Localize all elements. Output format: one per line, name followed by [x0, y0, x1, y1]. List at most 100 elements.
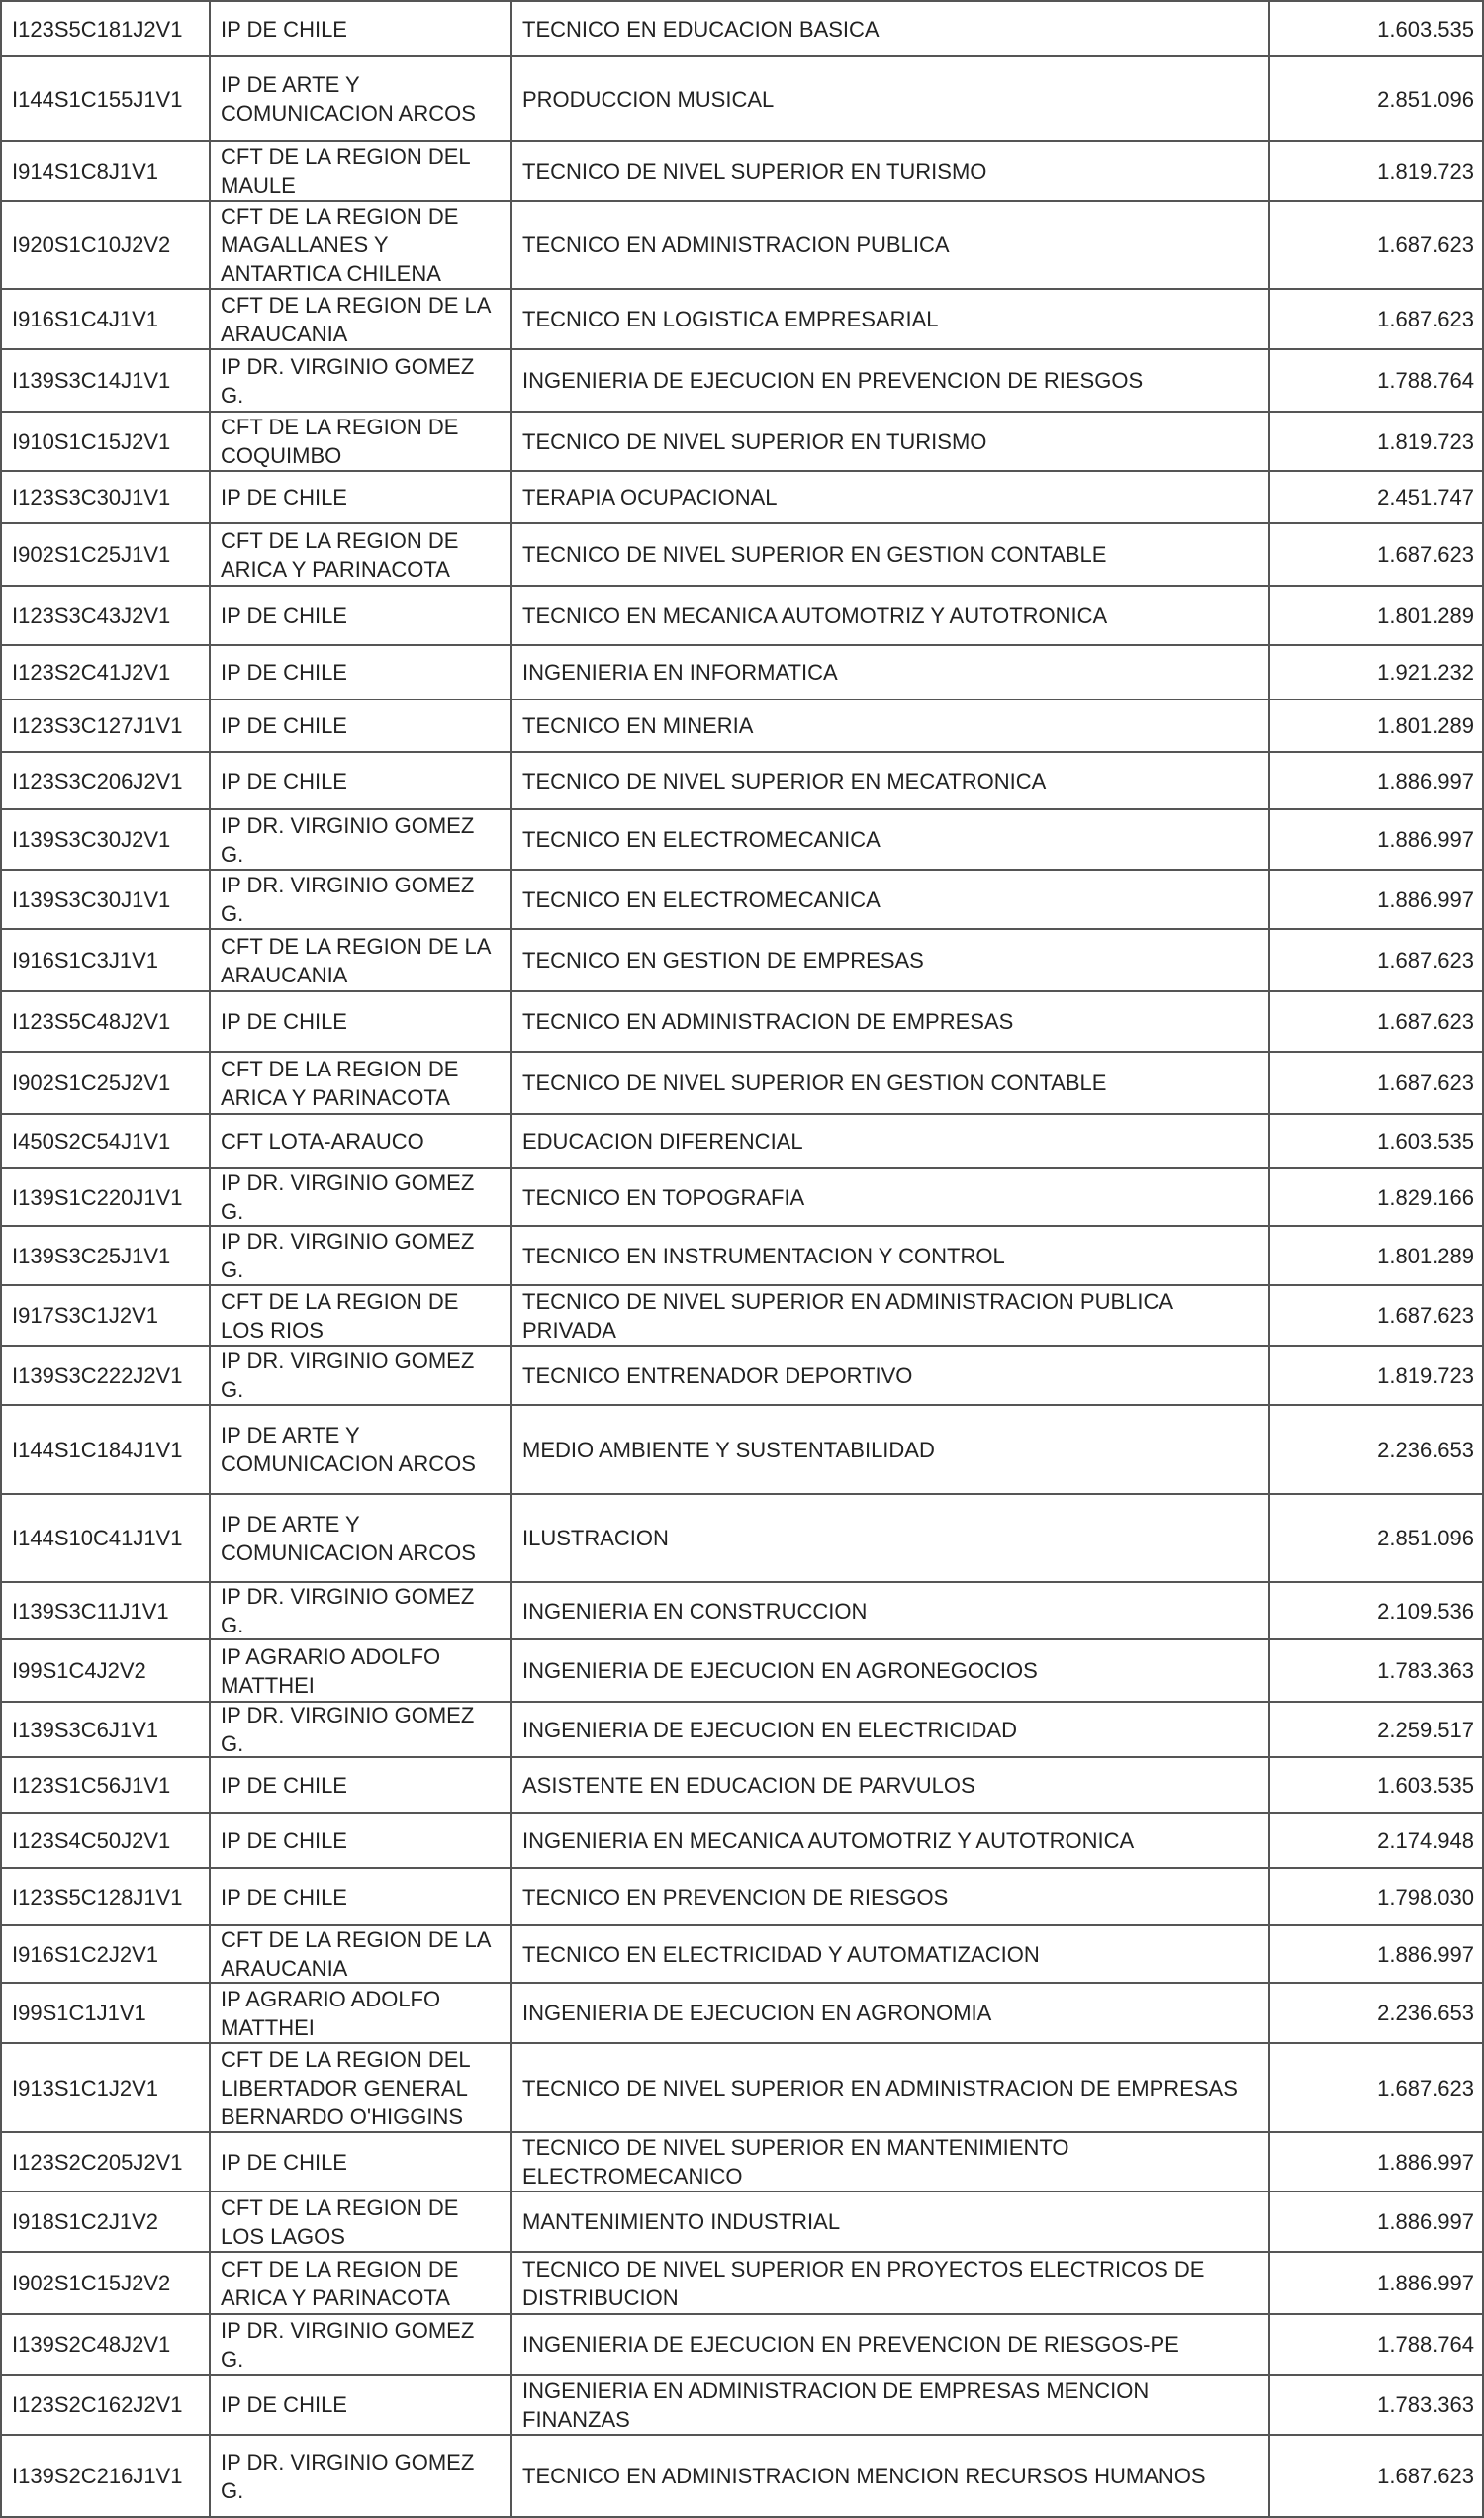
cell-program: TECNICO EN ADMINISTRACION DE EMPRESAS — [512, 992, 1270, 1051]
cell-amount: 1.886.997 — [1377, 768, 1474, 793]
cell-amount: 1.886.997 — [1377, 2209, 1474, 2234]
cell-program: INGENIERIA DE EJECUCION EN PREVENCION DE… — [512, 2315, 1270, 2374]
cell-code: I139S3C30J1V1 — [2, 871, 211, 928]
cell-code: I123S3C43J2V1 — [2, 587, 211, 644]
table-row: I144S1C155J1V1 IP DE ARTE Y COMUNICACION … — [2, 57, 1482, 142]
cell-program: TECNICO EN INSTRUMENTACION Y CONTROL — [512, 1227, 1270, 1284]
cell-code: I123S4C50J2V1 — [2, 1814, 211, 1867]
cell-code: I123S2C205J2V1 — [2, 2133, 211, 2191]
cell-institution: IP DE ARTE Y COMUNICACION ARCOS — [211, 1495, 512, 1581]
table-row: I916S1C4J1V1 CFT DE LA REGION DE LA ARAUC… — [2, 290, 1482, 350]
cell-program: INGENIERIA EN MECANICA AUTOMOTRIZ Y AUTO… — [512, 1814, 1270, 1867]
cell-amount: 1.819.723 — [1377, 428, 1474, 454]
table-row: I123S3C206J2V1 IP DE CHILE TECNICO DE NIVE… — [2, 753, 1482, 810]
cell-amount: 1.603.535 — [1377, 1129, 1474, 1154]
cell-program: TECNICO EN ADMINISTRACION PUBLICA — [512, 202, 1270, 288]
cell-code: I139S3C222J2V1 — [2, 1347, 211, 1404]
table-row: I902S1C25J2V1 CFT DE LA REGION DE ARICA Y… — [2, 1053, 1482, 1115]
cell-institution: IP DE ARTE Y COMUNICACION ARCOS — [211, 1406, 512, 1493]
cell-code: I123S1C56J1V1 — [2, 1758, 211, 1812]
cell-amount: 1.783.363 — [1377, 2392, 1474, 2417]
cell-code: I139S3C25J1V1 — [2, 1227, 211, 1284]
cell-program: TECNICO DE NIVEL SUPERIOR EN MANTENIMIEN… — [512, 2133, 1270, 2191]
cell-amount: 1.921.232 — [1377, 660, 1474, 685]
table-row: I920S1C10J2V2 CFT DE LA REGION DE MAGALLA… — [2, 202, 1482, 290]
cell-program: INGENIERIA DE EJECUCION EN PREVENCION DE… — [512, 350, 1270, 411]
cell-institution: CFT DE LA REGION DE COQUIMBO — [211, 413, 512, 470]
cell-institution: CFT DE LA REGION DE LA ARAUCANIA — [211, 930, 512, 990]
cell-code: I144S1C155J1V1 — [2, 57, 211, 140]
cell-code: I902S1C25J1V1 — [2, 524, 211, 585]
cell-institution: CFT LOTA-ARAUCO — [211, 1115, 512, 1167]
table-row: I144S10C41J1V1 IP DE ARTE Y COMUNICACION … — [2, 1495, 1482, 1583]
table-row: I123S3C43J2V1 IP DE CHILE TECNICO EN MECAN… — [2, 587, 1482, 646]
cell-code: I139S2C216J1V1 — [2, 2436, 211, 2516]
cell-amount: 1.886.997 — [1377, 886, 1474, 912]
cell-program: TECNICO DE NIVEL SUPERIOR EN GESTION CON… — [512, 1053, 1270, 1113]
cell-amount: 1.801.289 — [1377, 603, 1474, 628]
cell-institution: IP DR. VIRGINIO GOMEZ G. — [211, 1227, 512, 1284]
cell-program: MEDIO AMBIENTE Y SUSTENTABILIDAD — [512, 1406, 1270, 1493]
cell-amount: 2.259.517 — [1377, 1717, 1474, 1742]
cell-amount: 1.687.623 — [1377, 307, 1474, 331]
table-row: I123S5C181J2V1 IP DE CHILE TECNICO EN EDUC… — [2, 2, 1482, 57]
cell-code: I144S1C184J1V1 — [2, 1406, 211, 1493]
table-row: I914S1C8J1V1 CFT DE LA REGION DEL MAULE TE… — [2, 142, 1482, 202]
cell-amount: 1.886.997 — [1377, 1941, 1474, 1967]
cell-code: I139S3C6J1V1 — [2, 1703, 211, 1756]
cell-institution: IP DR. VIRGINIO GOMEZ G. — [211, 871, 512, 928]
table-row: I139S3C6J1V1 IP DR. VIRGINIO GOMEZ G. INGE… — [2, 1703, 1482, 1758]
cell-code: I139S3C30J2V1 — [2, 810, 211, 869]
table-row: I144S1C184J1V1 IP DE ARTE Y COMUNICACION … — [2, 1406, 1482, 1495]
cell-program: TECNICO DE NIVEL SUPERIOR EN PROYECTOS E… — [512, 2253, 1270, 2313]
cell-program: TECNICO EN ELECTROMECANICA — [512, 871, 1270, 928]
table-row: I916S1C3J1V1 CFT DE LA REGION DE LA ARAUC… — [2, 930, 1482, 992]
cell-amount: 2.236.653 — [1377, 2001, 1474, 2025]
cell-institution: CFT DE LA REGION DEL LIBERTADOR GENERAL … — [211, 2044, 512, 2131]
cell-institution: IP DR. VIRGINIO GOMEZ G. — [211, 2436, 512, 2516]
cell-code: I123S3C206J2V1 — [2, 753, 211, 808]
table-row: I123S2C205J2V1 IP DE CHILE TECNICO DE NIVE… — [2, 2133, 1482, 2192]
cell-institution: IP DR. VIRGINIO GOMEZ G. — [211, 1169, 512, 1225]
cell-program: MANTENIMIENTO INDUSTRIAL — [512, 2192, 1270, 2251]
cell-program: INGENIERIA DE EJECUCION EN AGRONOMIA — [512, 1984, 1270, 2042]
table-row: I139S1C220J1V1 IP DR. VIRGINIO GOMEZ G. TE… — [2, 1169, 1482, 1227]
cell-code: I123S2C162J2V1 — [2, 2376, 211, 2434]
cell-institution: CFT DE LA REGION DE ARICA Y PARINACOTA — [211, 524, 512, 585]
table-row: I902S1C15J2V2 CFT DE LA REGION DE ARICA Y… — [2, 2253, 1482, 2315]
cell-amount: 1.819.723 — [1377, 158, 1474, 184]
cell-code: I139S3C11J1V1 — [2, 1583, 211, 1638]
cell-program: PRODUCCION MUSICAL — [512, 57, 1270, 140]
cell-institution: CFT DE LA REGION DE ARICA Y PARINACOTA — [211, 2253, 512, 2313]
cell-code: I920S1C10J2V2 — [2, 202, 211, 288]
cell-institution: CFT DE LA REGION DE LOS RIOS — [211, 1286, 512, 1345]
cell-code: I123S3C30J1V1 — [2, 472, 211, 522]
cell-program: INGENIERIA EN INFORMATICA — [512, 646, 1270, 699]
cell-amount: 2.451.747 — [1377, 485, 1474, 510]
table-row: I913S1C1J2V1 CFT DE LA REGION DEL LIBERTA… — [2, 2044, 1482, 2133]
table-row: I99S1C1J1V1 IP AGRARIO ADOLFO MATTHEI INGE… — [2, 1984, 1482, 2044]
table-row: I139S3C25J1V1 IP DR. VIRGINIO GOMEZ G. TEC… — [2, 1227, 1482, 1286]
table-row: I123S5C128J1V1 IP DE CHILE TECNICO EN PREV… — [2, 1869, 1482, 1926]
table-row: I139S3C14J1V1 IP DR. VIRGINIO GOMEZ G. ING… — [2, 350, 1482, 413]
cell-program: TECNICO DE NIVEL SUPERIOR EN GESTION CON… — [512, 524, 1270, 585]
table-row: I910S1C15J2V1 CFT DE LA REGION DE COQUIMB… — [2, 413, 1482, 472]
cell-program: ASISTENTE EN EDUCACION DE PARVULOS — [512, 1758, 1270, 1812]
cell-program: TECNICO EN PREVENCION DE RIESGOS — [512, 1869, 1270, 1924]
table-row: I139S3C222J2V1 IP DR. VIRGINIO GOMEZ G. TE… — [2, 1347, 1482, 1406]
table-row: I917S3C1J2V1 CFT DE LA REGION DE LOS RIOS… — [2, 1286, 1482, 1347]
cell-institution: CFT DE LA REGION DE LA ARAUCANIA — [211, 290, 512, 348]
cell-amount: 1.819.723 — [1377, 1362, 1474, 1388]
cell-amount: 1.687.623 — [1377, 2075, 1474, 2100]
cell-program: INGENIERIA DE EJECUCION EN ELECTRICIDAD — [512, 1703, 1270, 1756]
cell-code: I914S1C8J1V1 — [2, 142, 211, 200]
cell-amount: 1.687.623 — [1377, 1303, 1474, 1328]
cell-institution: CFT DE LA REGION DE LOS LAGOS — [211, 2192, 512, 2251]
cell-amount: 1.603.535 — [1377, 16, 1474, 42]
cell-code: I917S3C1J2V1 — [2, 1286, 211, 1345]
cell-amount: 2.236.653 — [1377, 1437, 1474, 1462]
cell-amount: 1.687.623 — [1377, 948, 1474, 973]
table-row: I123S3C127J1V1 IP DE CHILE TECNICO EN MINE… — [2, 700, 1482, 753]
cell-amount: 1.687.623 — [1377, 542, 1474, 567]
cell-program: TECNICO DE NIVEL SUPERIOR EN ADMINISTRAC… — [512, 1286, 1270, 1345]
